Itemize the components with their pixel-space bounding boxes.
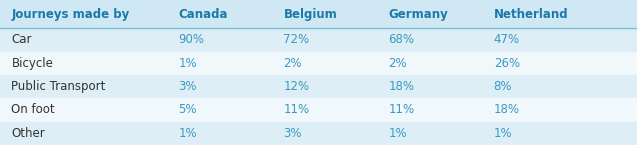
Text: 1%: 1% [178, 127, 197, 140]
Text: Canada: Canada [178, 8, 228, 21]
Bar [0, 52, 637, 75]
Text: Belgium: Belgium [283, 8, 337, 21]
Text: Bicycle: Bicycle [11, 57, 54, 70]
Text: Germany: Germany [389, 8, 448, 21]
Text: 18%: 18% [494, 104, 520, 116]
Text: 47%: 47% [494, 33, 520, 46]
Text: 3%: 3% [178, 80, 197, 93]
Bar [0, 122, 637, 145]
Text: 3%: 3% [283, 127, 302, 140]
Text: 1%: 1% [494, 127, 512, 140]
Text: 72%: 72% [283, 33, 310, 46]
Text: 2%: 2% [389, 57, 407, 70]
Text: 68%: 68% [389, 33, 415, 46]
Text: 18%: 18% [389, 80, 415, 93]
Text: 11%: 11% [283, 104, 310, 116]
Text: 1%: 1% [389, 127, 407, 140]
Text: Netherland: Netherland [494, 8, 568, 21]
Bar [0, 28, 637, 52]
Text: 90%: 90% [178, 33, 204, 46]
Bar [0, 0, 637, 28]
Text: Other: Other [11, 127, 45, 140]
Text: Car: Car [11, 33, 32, 46]
Text: On foot: On foot [11, 104, 55, 116]
Bar [0, 98, 637, 122]
Text: 1%: 1% [178, 57, 197, 70]
Text: 2%: 2% [283, 57, 302, 70]
Text: 8%: 8% [494, 80, 512, 93]
Text: Public Transport: Public Transport [11, 80, 106, 93]
Text: 12%: 12% [283, 80, 310, 93]
Bar [0, 75, 637, 98]
Text: 5%: 5% [178, 104, 197, 116]
Text: 11%: 11% [389, 104, 415, 116]
Text: Journeys made by: Journeys made by [11, 8, 130, 21]
Text: 26%: 26% [494, 57, 520, 70]
